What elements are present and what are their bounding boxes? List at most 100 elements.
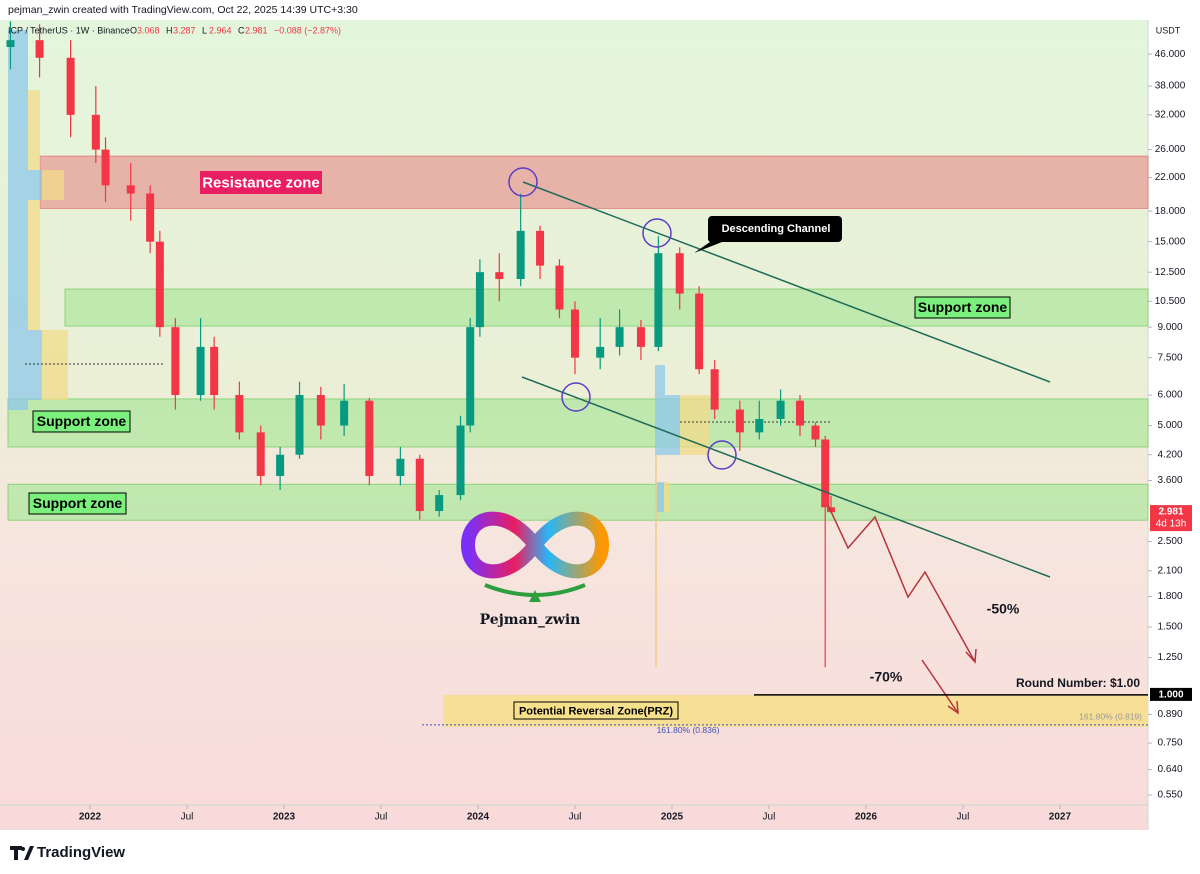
y-tick-label: 2.100	[1157, 565, 1182, 576]
zone-label-box	[914, 296, 1011, 319]
arrow-head	[965, 648, 977, 664]
x-tick-label: 2026	[855, 812, 878, 823]
fib-label: 161.80% (0.819)	[1079, 712, 1142, 722]
zone-label: Support zone	[33, 495, 123, 511]
x-tick-label: Jul	[957, 812, 970, 823]
candle-body	[516, 230, 525, 280]
candle-body	[171, 327, 180, 396]
candle-body	[811, 425, 820, 440]
y-tick-label: 38.000	[1155, 81, 1186, 92]
y-tick-label: 15.000	[1155, 236, 1186, 247]
candle-body	[146, 193, 155, 242]
candle-body	[435, 495, 444, 512]
brand-logo	[10, 846, 34, 860]
y-tick-label: 10.500	[1155, 296, 1186, 307]
watermark: Pejman_zwin	[480, 612, 581, 628]
candle-body	[821, 439, 830, 508]
candle-body	[340, 400, 349, 426]
y-tick-label: 22.000	[1155, 172, 1186, 183]
y-tick-label: 32.000	[1155, 109, 1186, 120]
candle-body	[536, 230, 545, 266]
ohlc-key: H	[166, 25, 173, 35]
y-tick-label: 0.550	[1157, 790, 1182, 801]
candle-body	[555, 265, 564, 310]
symbol: ICP / TetherUS · 1W · Binance	[8, 25, 130, 35]
zone-label: Potential Reversal Zone(PRZ)	[519, 705, 673, 717]
candle-body	[755, 418, 764, 433]
candle-body	[795, 400, 804, 426]
price-marker-label: 2.981	[1158, 507, 1183, 518]
projection-path	[827, 504, 976, 663]
candle-body	[196, 346, 205, 396]
ohlc-key: O	[130, 25, 137, 35]
callout-text: Descending Channel	[722, 223, 831, 235]
ohlc-value: 3.068	[137, 25, 160, 35]
x-tick-label: 2024	[467, 812, 490, 823]
candle-body	[35, 40, 44, 58]
zone-label-box	[28, 492, 127, 515]
zone-label: Support zone	[918, 299, 1008, 315]
candle-body	[155, 241, 164, 328]
y-tick-label: 2.500	[1157, 536, 1182, 547]
zone-label-box	[32, 410, 131, 433]
arrow-head	[947, 700, 959, 715]
candle-body	[210, 346, 219, 396]
candle-body	[415, 458, 424, 512]
price-marker	[1150, 687, 1192, 701]
candle-body	[126, 185, 135, 194]
channel-upper	[522, 181, 1051, 383]
y-tick-label: 46.000	[1155, 49, 1186, 60]
zone	[7, 398, 1149, 448]
x-tick-label: 2025	[661, 812, 684, 823]
ohlc-value: 3.287	[173, 25, 196, 35]
axis-unit: USDT	[1156, 25, 1181, 35]
x-tick-label: 2027	[1049, 812, 1072, 823]
candle-body	[735, 409, 744, 433]
projection-arrow	[921, 659, 959, 714]
channel-lower	[521, 376, 1051, 578]
callout	[694, 216, 842, 253]
candle-body	[710, 369, 719, 410]
fib-label: 161.80% (0.836)	[657, 725, 720, 735]
candle-body	[495, 272, 504, 280]
candle-body	[456, 425, 465, 496]
y-tick-label: 0.890	[1157, 709, 1182, 720]
price-marker	[1150, 505, 1192, 532]
ohlc-key: C	[238, 25, 245, 35]
candle-body	[276, 454, 285, 476]
x-tick-label: Jul	[181, 812, 194, 823]
ohlc-value: 2.964	[209, 25, 232, 35]
x-tick-label: Jul	[763, 812, 776, 823]
ohlc-key: L	[202, 25, 207, 35]
candle-body	[475, 272, 484, 328]
zone-label-box	[513, 701, 679, 720]
candle-body	[101, 149, 110, 186]
y-tick-label: 1.250	[1157, 652, 1182, 663]
x-tick-label: 2022	[79, 812, 102, 823]
candle-body	[615, 327, 624, 347]
candle-body	[636, 327, 645, 347]
candle-body	[256, 432, 265, 476]
candle-body	[396, 458, 405, 476]
y-tick-label: 3.600	[1157, 475, 1182, 486]
ohlc-change: −0.088 (−2.87%)	[274, 25, 341, 35]
y-tick-label: 7.500	[1157, 352, 1182, 363]
y-tick-label: 0.750	[1157, 738, 1182, 749]
drop-label: -50%	[987, 601, 1020, 617]
y-tick-label: 12.500	[1155, 267, 1186, 278]
price-marker-label: 1.000	[1158, 690, 1183, 701]
candle-body	[654, 253, 663, 347]
y-tick-label: 18.000	[1155, 206, 1186, 217]
pivot-circles	[508, 167, 737, 470]
candle-body	[596, 346, 605, 358]
candle-body	[675, 253, 684, 294]
y-tick-label: 26.000	[1155, 144, 1186, 155]
logo	[460, 511, 610, 602]
candle-body	[695, 293, 704, 370]
price-marker-sublabel: 4d 13h	[1156, 519, 1187, 530]
candle-body	[827, 507, 836, 513]
y-tick-label: 4.200	[1157, 449, 1182, 460]
credit: pejman_zwin created with TradingView.com…	[8, 4, 358, 16]
candle-body	[316, 395, 325, 426]
